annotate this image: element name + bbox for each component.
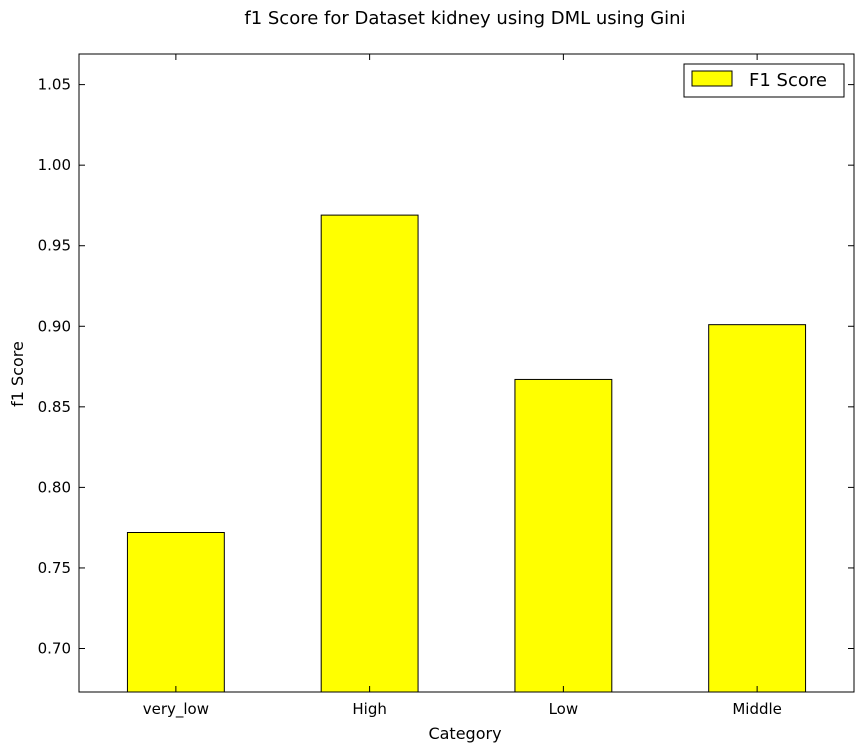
y-tick-label: 0.75 <box>38 559 71 577</box>
plot-frame <box>78 53 855 693</box>
y-tick-label: 1.05 <box>38 76 71 94</box>
ticks-group: very_low High Low Middle 0.70 0.75 0.80 0.85 0.9… <box>38 54 854 719</box>
x-tick-label: High <box>352 700 386 718</box>
y-tick-label: 0.70 <box>38 640 71 658</box>
legend-swatch <box>691 70 733 87</box>
x-tick-label: very_low <box>143 700 209 719</box>
x-tick-label: Middle <box>732 700 782 718</box>
bar-middle <box>708 324 807 693</box>
bar-high <box>320 214 419 693</box>
legend-label: F1 Score <box>749 70 827 91</box>
bars-group <box>126 214 807 693</box>
chart-title: f1 Score for Dataset kidney using DML us… <box>244 8 685 29</box>
x-axis-title: Category <box>428 724 501 743</box>
x-tick-label: Low <box>549 700 579 718</box>
y-tick-label: 0.80 <box>38 478 71 496</box>
y-tick-label: 0.85 <box>38 398 71 416</box>
y-axis-title: f1 Score <box>8 341 27 407</box>
y-tick-label: 1.00 <box>38 156 71 174</box>
bar-low <box>514 378 613 693</box>
y-tick-label: 0.90 <box>38 317 71 335</box>
y-tick-label: 0.95 <box>38 237 71 255</box>
bar-very-low <box>126 532 225 693</box>
legend: F1 Score <box>683 63 845 98</box>
